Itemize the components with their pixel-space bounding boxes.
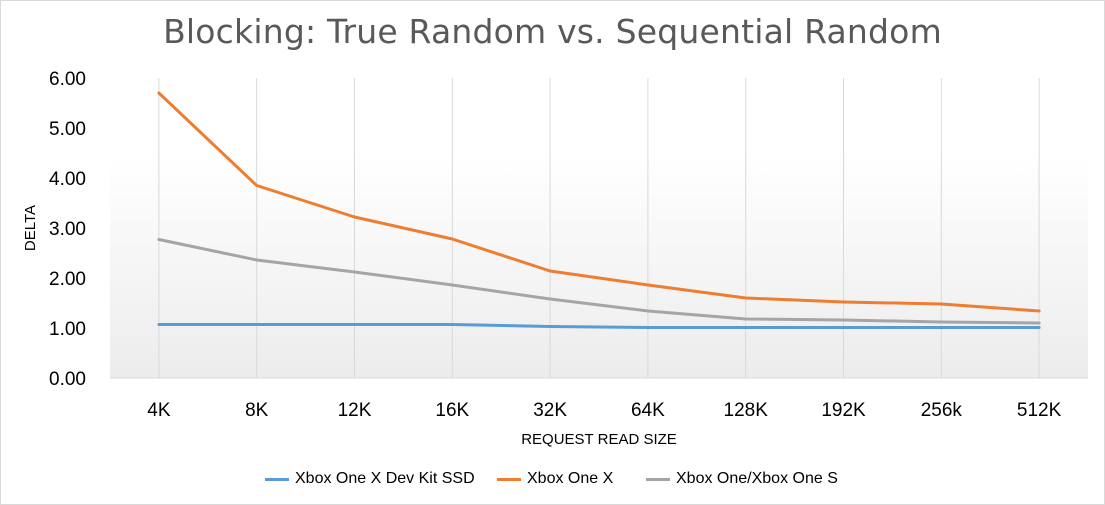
legend-swatch [497,477,521,481]
x-tick-label: 8K [245,400,269,421]
x-tick-label: 512K [1017,400,1062,421]
legend-label: Xbox One X [527,470,614,487]
y-tick-label: 1.00 [49,319,86,340]
x-tick-label: 256k [921,400,963,421]
x-tick-label: 16K [435,400,469,421]
x-tick-label: 32K [533,400,567,421]
y-tick-label: 5.00 [49,119,86,140]
series-line [157,323,1041,329]
chart-title: Blocking: True Random vs. Sequential Ran… [163,12,942,51]
y-tick-label: 3.00 [49,219,86,240]
y-tick-label: 2.00 [49,269,86,290]
y-tick-label: 0.00 [49,369,86,390]
series-line [157,238,1041,325]
x-tick-label: 192K [821,400,866,421]
legend-swatch [646,477,670,481]
legend-item: Xbox One/Xbox One S [646,470,838,488]
legend-item: Xbox One X Dev Kit SSD [265,470,475,488]
legend-swatch [265,477,289,481]
legend-label: Xbox One/Xbox One S [676,470,838,487]
y-axis-label: DELTA [22,205,39,251]
x-tick-label: 64K [631,400,665,421]
legend-item: Xbox One X [497,470,613,488]
x-tick-label: 4K [147,400,171,421]
legend: Xbox One X Dev Kit SSD Xbox One X Xbox O… [0,470,1105,494]
x-tick-label: 128K [724,400,769,421]
x-axis-label: REQUEST READ SIZE [521,431,677,448]
legend-label: Xbox One X Dev Kit SSD [295,470,475,487]
x-tick-label: 12K [338,400,372,421]
y-tick-label: 4.00 [49,169,86,190]
series-line [157,91,1041,313]
y-tick-label: 6.00 [49,69,86,90]
